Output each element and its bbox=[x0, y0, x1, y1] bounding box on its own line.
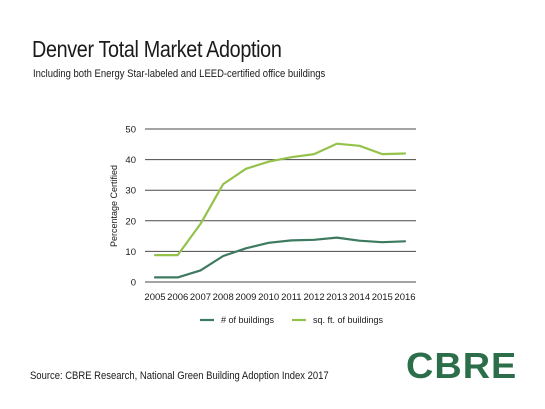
series-lines bbox=[153, 142, 407, 279]
legend-label: sq. ft. of buildings bbox=[313, 315, 384, 325]
x-tick-label: 2016 bbox=[394, 292, 415, 303]
y-axis-label: Percentage Certified bbox=[109, 165, 119, 247]
legend-label: # of buildings bbox=[221, 315, 275, 325]
chart-subtitle: Including both Energy Star-labeled and L… bbox=[33, 68, 326, 80]
y-tick-label: 50 bbox=[125, 125, 136, 136]
x-tick-label: 2007 bbox=[190, 292, 211, 303]
x-tick-label: 2005 bbox=[144, 292, 165, 303]
x-tick-label: 2010 bbox=[258, 292, 279, 303]
y-tick-label: 30 bbox=[125, 186, 136, 197]
x-tick-label: 2009 bbox=[235, 292, 256, 303]
x-tick-label: 2015 bbox=[372, 292, 393, 303]
x-tick-label: 2014 bbox=[349, 292, 370, 303]
x-tick-labels: 2005 2006 2007 2008 2009 2010 2011 2012 2013 2014… bbox=[144, 292, 415, 303]
y-tick-label: 40 bbox=[125, 155, 136, 166]
x-tick-label: 2012 bbox=[304, 292, 325, 303]
x-tick-label: 2011 bbox=[281, 292, 301, 303]
x-tick-label: 2013 bbox=[326, 292, 347, 303]
cbre-logo: CBRE bbox=[406, 345, 518, 386]
y-tick-label: 20 bbox=[125, 216, 136, 227]
x-tick-label: 2006 bbox=[167, 292, 188, 303]
chart-title: Denver Total Market Adoption bbox=[32, 36, 282, 62]
series-line-sqft bbox=[153, 142, 407, 257]
x-tick-label: 2008 bbox=[213, 292, 234, 303]
y-tick-label: 10 bbox=[125, 247, 136, 258]
series-line-buildings bbox=[153, 236, 407, 279]
y-tick-labels: 0 10 20 30 40 50 bbox=[125, 125, 136, 289]
y-tick-label: 0 bbox=[131, 278, 136, 289]
source-note: Source: CBRE Research, National Green Bu… bbox=[30, 370, 329, 382]
legend: # of buildings sq. ft. of buildings bbox=[200, 315, 384, 325]
